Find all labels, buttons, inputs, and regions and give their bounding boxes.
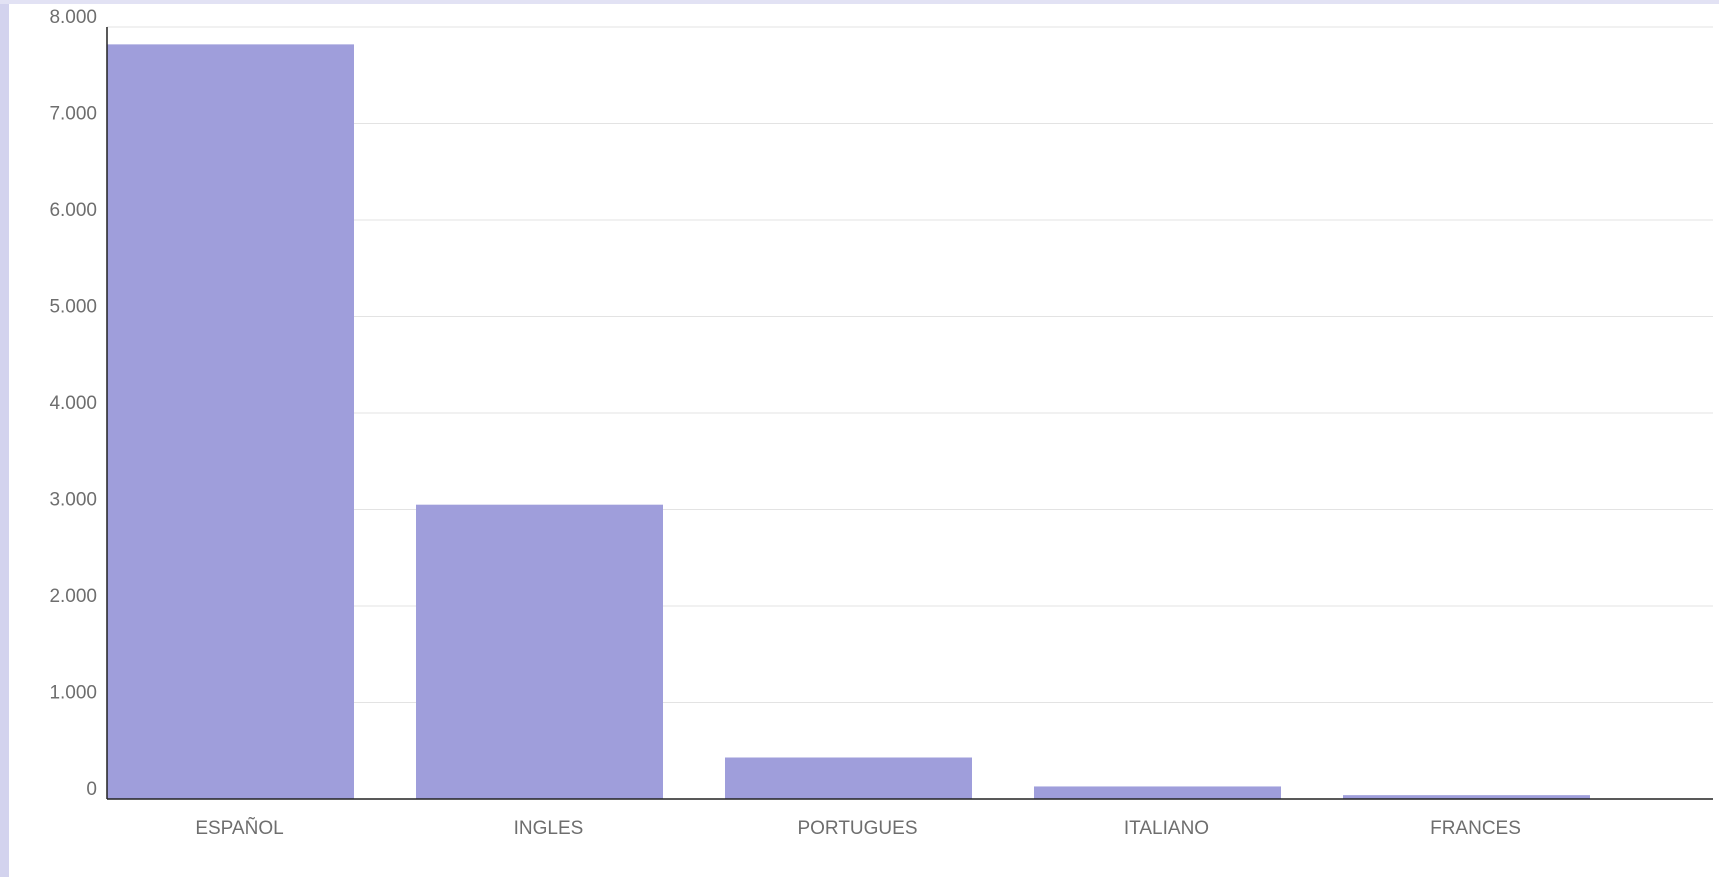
left-frame-strip — [0, 0, 9, 877]
y-tick-labels: 0 1.000 2.000 3.000 4.000 5.000 6.000 7.000 8.00… — [49, 7, 97, 800]
bars — [107, 44, 1590, 800]
x-tick-label: ITALIANO — [1124, 818, 1209, 839]
y-tick-label: 5.000 — [49, 297, 97, 318]
y-tick-label: 6.000 — [49, 200, 97, 221]
x-tick-label: FRANCES — [1430, 818, 1521, 839]
gridlines — [107, 26, 1713, 703]
bar — [725, 757, 972, 799]
top-frame-strip — [0, 0, 1719, 4]
bar — [1343, 795, 1590, 799]
y-tick-label: 4.000 — [49, 393, 97, 414]
y-tick-label: 8.000 — [49, 7, 97, 28]
x-tick-labels: ESPAÑOL INGLES PORTUGUES ITALIANO FRANCES — [195, 817, 1521, 839]
bar — [1034, 786, 1281, 799]
x-tick-label: PORTUGUES — [797, 818, 917, 839]
y-tick-label: 7.000 — [49, 104, 97, 125]
y-tick-label: 3.000 — [49, 490, 97, 511]
x-tick-label: ESPAÑOL — [195, 817, 283, 839]
y-tick-label: 1.000 — [49, 683, 97, 704]
axes — [106, 27, 1713, 800]
bar — [416, 504, 663, 799]
bar — [107, 44, 354, 800]
y-tick-label: 2.000 — [49, 586, 97, 607]
x-tick-label: INGLES — [514, 818, 584, 839]
y-tick-label: 0 — [86, 779, 97, 800]
